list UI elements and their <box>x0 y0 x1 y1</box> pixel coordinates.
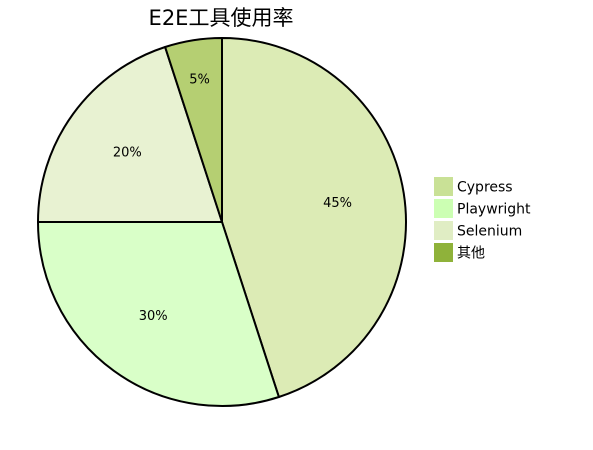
pie-slice-labels: 45% 30% 20% 5% <box>113 73 352 325</box>
pie-slice-label: 30% <box>139 309 168 324</box>
legend-label: 其他 <box>457 246 485 262</box>
legend-swatch <box>434 221 453 240</box>
pie-slice-label: 20% <box>113 146 142 161</box>
pie-slice-2 <box>37 221 280 407</box>
pie-slice-label: 5% <box>189 73 210 88</box>
pie-slice-1 <box>221 37 407 398</box>
legend-label: Playwright <box>457 202 531 218</box>
legend-swatch <box>434 177 453 196</box>
legend-label: Cypress <box>457 180 513 196</box>
pie-slice-label: 45% <box>323 196 352 211</box>
legend: Cypress Playwright Selenium 其他 <box>434 177 531 262</box>
legend-swatch <box>434 243 453 262</box>
legend-swatch <box>434 199 453 218</box>
pie-slice-4 <box>164 37 223 223</box>
pie-slice-3 <box>37 46 223 223</box>
chart-title: E2E工具使用率 <box>149 6 294 30</box>
pie-slices <box>37 37 407 407</box>
legend-label: Selenium <box>457 224 522 240</box>
